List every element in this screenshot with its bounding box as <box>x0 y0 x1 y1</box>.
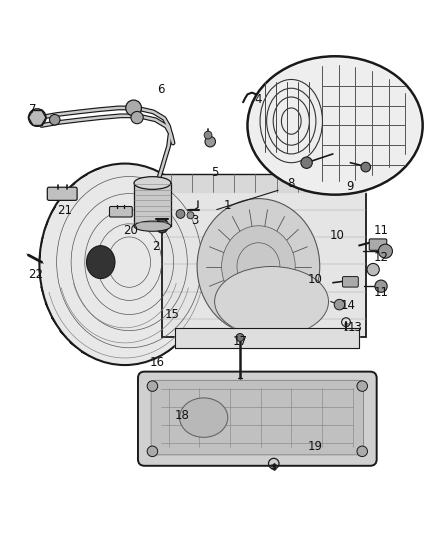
Ellipse shape <box>237 243 280 290</box>
Text: 8: 8 <box>288 177 295 190</box>
Circle shape <box>357 381 367 391</box>
Circle shape <box>187 212 194 219</box>
Ellipse shape <box>134 221 171 231</box>
Text: 10: 10 <box>330 229 345 243</box>
Ellipse shape <box>215 266 328 336</box>
Text: 22: 22 <box>28 268 43 281</box>
FancyBboxPatch shape <box>369 239 387 251</box>
Circle shape <box>301 157 312 168</box>
Text: 4: 4 <box>254 93 262 106</box>
FancyBboxPatch shape <box>162 192 366 336</box>
Circle shape <box>131 111 143 124</box>
Text: 1: 1 <box>224 199 232 212</box>
Ellipse shape <box>39 164 210 365</box>
Text: 2: 2 <box>152 240 159 253</box>
Text: 5: 5 <box>211 166 218 179</box>
FancyBboxPatch shape <box>343 277 358 287</box>
Polygon shape <box>134 183 171 226</box>
Text: 15: 15 <box>164 308 179 321</box>
Text: 7: 7 <box>29 103 37 116</box>
Text: 17: 17 <box>233 335 247 349</box>
Ellipse shape <box>247 56 423 195</box>
FancyBboxPatch shape <box>151 381 364 455</box>
Circle shape <box>361 162 371 172</box>
Text: 3: 3 <box>191 214 198 227</box>
Text: 11: 11 <box>374 286 389 300</box>
Circle shape <box>28 109 46 126</box>
Text: 12: 12 <box>374 251 389 264</box>
Text: 19: 19 <box>308 440 323 454</box>
Circle shape <box>176 209 185 219</box>
Circle shape <box>378 244 392 258</box>
Text: 20: 20 <box>123 224 138 237</box>
Ellipse shape <box>86 246 115 279</box>
Ellipse shape <box>197 199 320 334</box>
Circle shape <box>204 131 212 139</box>
Text: 16: 16 <box>149 357 164 369</box>
FancyBboxPatch shape <box>138 372 377 466</box>
Text: 21: 21 <box>57 204 72 217</box>
Ellipse shape <box>250 59 420 192</box>
Polygon shape <box>175 328 359 348</box>
Text: 11: 11 <box>374 224 389 237</box>
Circle shape <box>205 136 215 147</box>
Ellipse shape <box>134 176 171 189</box>
Text: 18: 18 <box>174 409 189 422</box>
Ellipse shape <box>180 398 228 437</box>
Circle shape <box>375 280 387 292</box>
Text: 6: 6 <box>157 83 165 95</box>
Circle shape <box>49 115 60 125</box>
Text: 13: 13 <box>347 321 362 334</box>
Text: 14: 14 <box>341 300 356 312</box>
Circle shape <box>126 100 141 116</box>
Ellipse shape <box>156 219 168 233</box>
Circle shape <box>357 446 367 457</box>
Text: 10: 10 <box>308 273 323 286</box>
FancyBboxPatch shape <box>47 187 77 200</box>
Ellipse shape <box>222 226 295 307</box>
Circle shape <box>367 263 379 276</box>
Text: 9: 9 <box>346 180 354 193</box>
FancyBboxPatch shape <box>110 206 132 217</box>
Circle shape <box>147 446 158 457</box>
Circle shape <box>236 334 244 342</box>
Circle shape <box>147 381 158 391</box>
Polygon shape <box>162 174 366 192</box>
Circle shape <box>334 300 345 310</box>
